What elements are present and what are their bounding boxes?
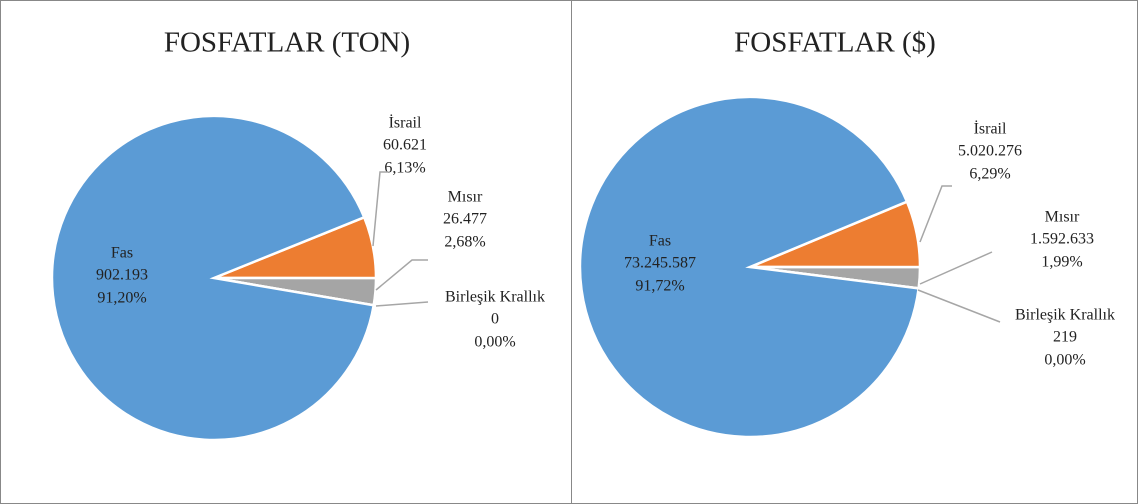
slice-value: 26.477	[443, 211, 487, 228]
slice-percent: 2,68%	[444, 234, 485, 251]
pie-slice	[578, 95, 921, 439]
slice-label: Birleşik Krallık	[445, 289, 545, 306]
slice-value: 0	[491, 311, 499, 328]
slice-label: İsrail	[974, 120, 1007, 138]
slice-percent: 0,00%	[474, 334, 515, 351]
slice-percent: 1,99%	[1041, 254, 1082, 271]
slice-value: 60.621	[383, 137, 427, 154]
leader-line	[372, 171, 388, 247]
slice-label: Mısır	[1045, 209, 1080, 226]
leader-line	[919, 251, 993, 285]
slice-value: 219	[1053, 329, 1077, 346]
slice-label: Fas	[111, 245, 133, 262]
slice-label: İsrail	[389, 114, 422, 132]
slice-label: Fas	[649, 233, 671, 250]
slice-percent: 91,20%	[97, 290, 146, 307]
slice-percent: 91,72%	[635, 278, 684, 295]
slice-value: 1.592.633	[1030, 231, 1094, 248]
leader-line	[375, 301, 429, 307]
slice-percent: 6,13%	[384, 160, 425, 177]
chart-title: FOSFATLAR (TON)	[164, 27, 410, 59]
leader-line	[917, 289, 1001, 323]
slice-label: Birleşik Krallık	[1015, 307, 1115, 324]
leader-line	[919, 185, 952, 243]
slice-value: 902.193	[96, 267, 148, 284]
leader-line	[375, 259, 428, 291]
slice-percent: 0,00%	[1044, 352, 1085, 369]
slice-percent: 6,29%	[969, 166, 1010, 183]
slice-label: Mısır	[448, 189, 483, 206]
pie-slice	[50, 114, 376, 442]
slice-value: 73.245.587	[624, 255, 696, 272]
slice-value: 5.020.276	[958, 143, 1022, 160]
chart-title: FOSFATLAR ($)	[734, 27, 936, 59]
